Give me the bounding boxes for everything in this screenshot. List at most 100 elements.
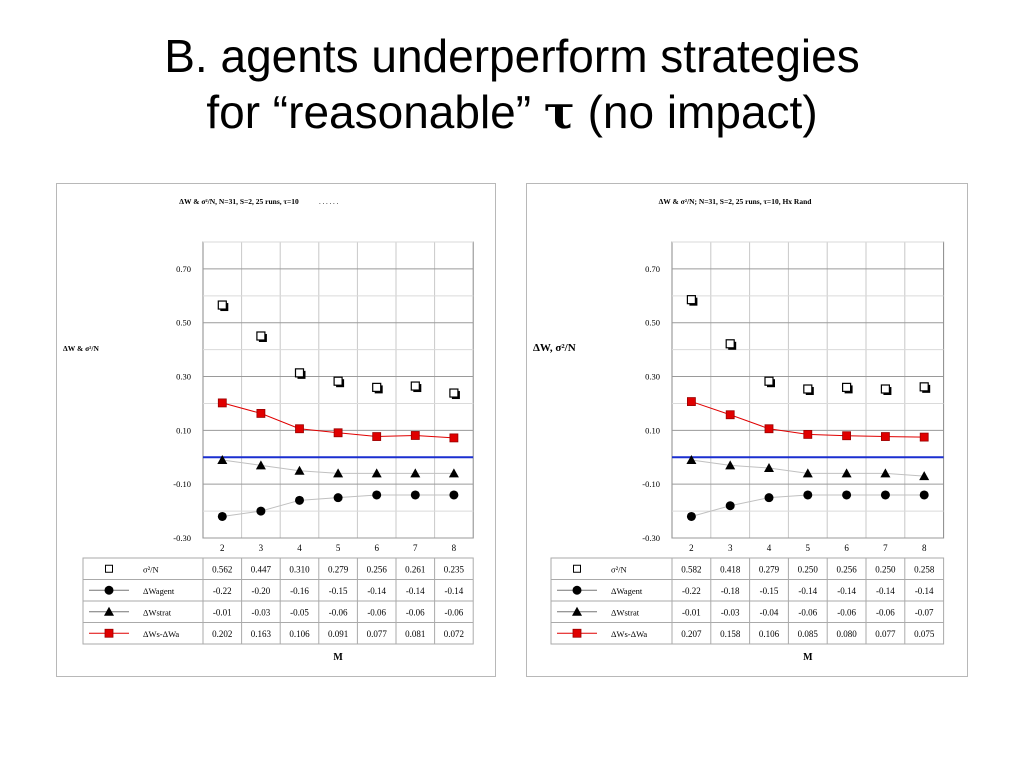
data-label: 0.081 xyxy=(405,629,425,639)
data-label: 0.235 xyxy=(444,564,465,574)
data-point xyxy=(686,295,696,305)
data-label: -0.14 xyxy=(837,586,856,596)
data-point xyxy=(372,432,382,441)
title-line-1: B. agents underperform strategies xyxy=(164,30,860,82)
data-point xyxy=(725,410,735,420)
legend-key-marker xyxy=(104,606,114,616)
data-table: σ²/N 0.562 0.447 0.310 0.279 0.256 0.261 0.235 Δ… xyxy=(82,557,474,645)
x-axis-label: M xyxy=(803,652,813,663)
data-point xyxy=(217,511,227,521)
data-label: 0.207 xyxy=(681,629,702,639)
y-axis-label: ΔW & σ²/N xyxy=(63,344,99,353)
data-point xyxy=(410,468,421,478)
data-point xyxy=(919,471,930,481)
data-label: -0.16 xyxy=(290,586,309,596)
data-label: -0.03 xyxy=(721,607,740,617)
series-0 xyxy=(217,300,460,400)
data-label: 0.085 xyxy=(798,629,819,639)
y-tick-label: -0.30 xyxy=(642,533,660,543)
legend-entry: ΔWstrat xyxy=(143,607,172,617)
data-point xyxy=(333,376,343,386)
data-label: 0.447 xyxy=(251,564,272,574)
x-axis-label: M xyxy=(333,652,343,663)
data-label: 0.202 xyxy=(212,629,232,639)
data-label: -0.06 xyxy=(876,607,895,617)
title-line-2: for “reasonable” τ (no impact) xyxy=(0,84,1024,140)
legend-entry: σ²/N xyxy=(143,564,159,574)
data-label: -0.14 xyxy=(798,586,817,596)
data-label: 0.106 xyxy=(289,629,310,639)
legend-key-marker xyxy=(572,585,582,595)
data-point xyxy=(802,468,813,478)
data-label: 0.279 xyxy=(759,564,780,574)
data-point xyxy=(764,376,774,386)
x-tick-label: 7 xyxy=(883,543,888,553)
data-point xyxy=(842,490,852,500)
data-point xyxy=(764,463,774,473)
data-point xyxy=(725,339,735,349)
data-point xyxy=(295,495,304,505)
legend-key-marker xyxy=(104,628,114,638)
data-point xyxy=(686,511,696,521)
data-point xyxy=(333,468,344,478)
legend-entry: ΔWagent xyxy=(143,586,175,596)
data-label: 0.256 xyxy=(836,564,857,574)
data-point xyxy=(449,490,459,500)
data-label: -0.14 xyxy=(406,586,425,596)
data-point xyxy=(686,397,696,406)
title-line-2-pre: for “reasonable” xyxy=(206,86,544,138)
data-point xyxy=(217,398,227,408)
data-label: -0.06 xyxy=(798,607,817,617)
y-tick-label: -0.30 xyxy=(173,533,191,543)
data-label: -0.06 xyxy=(329,607,348,617)
data-point xyxy=(725,501,735,511)
series-1 xyxy=(686,490,929,521)
chart-left: ΔW & σ²/N, N=31, S=2, 25 runs, τ=10 . . .… xyxy=(63,197,474,663)
data-label: 0.562 xyxy=(212,564,232,574)
y-tick-label: -0.10 xyxy=(642,479,660,489)
data-label: 0.250 xyxy=(875,564,896,574)
data-point xyxy=(919,432,929,442)
x-tick-label: 2 xyxy=(220,543,225,553)
x-tick-label: 6 xyxy=(374,543,379,553)
data-label: -0.20 xyxy=(252,586,271,596)
data-point xyxy=(294,465,305,475)
data-label: -0.06 xyxy=(406,607,425,617)
data-point xyxy=(880,490,890,500)
data-point xyxy=(880,432,890,441)
data-point xyxy=(448,468,459,478)
data-label: 0.261 xyxy=(405,564,425,574)
data-point xyxy=(803,384,813,394)
data-point xyxy=(255,460,266,470)
data-label: -0.06 xyxy=(837,607,856,617)
y-tick-label: 0.70 xyxy=(176,264,191,274)
data-point xyxy=(295,424,304,434)
legend-key-marker xyxy=(572,628,582,638)
y-tick-label: 0.30 xyxy=(645,372,660,382)
tau-symbol: τ xyxy=(543,85,575,139)
data-point xyxy=(217,300,227,310)
data-point xyxy=(217,454,228,464)
data-label: 0.158 xyxy=(720,629,741,639)
data-label: 0.091 xyxy=(328,629,348,639)
data-point xyxy=(410,381,420,391)
data-label: -0.14 xyxy=(915,586,934,596)
y-tick-label: 0.10 xyxy=(176,425,191,435)
data-point xyxy=(410,431,420,440)
chart-title: ΔW & σ²/N; N=31, S=2, 25 runs, τ=10, Hx … xyxy=(659,197,813,206)
data-point xyxy=(803,429,813,439)
y-tick-label: 0.10 xyxy=(645,425,660,435)
data-label: -0.18 xyxy=(721,586,740,596)
data-label: -0.14 xyxy=(445,586,464,596)
data-label: 0.072 xyxy=(444,629,464,639)
data-point xyxy=(841,468,852,478)
y-tick-label: 0.70 xyxy=(645,264,660,274)
data-point xyxy=(725,460,736,470)
x-tick-label: 2 xyxy=(689,543,694,553)
series-3 xyxy=(217,398,459,443)
data-label: -0.01 xyxy=(682,607,701,617)
data-label: -0.06 xyxy=(367,607,386,617)
legend-key-marker xyxy=(104,585,114,595)
data-label: 0.279 xyxy=(328,564,349,574)
data-point xyxy=(371,468,382,478)
